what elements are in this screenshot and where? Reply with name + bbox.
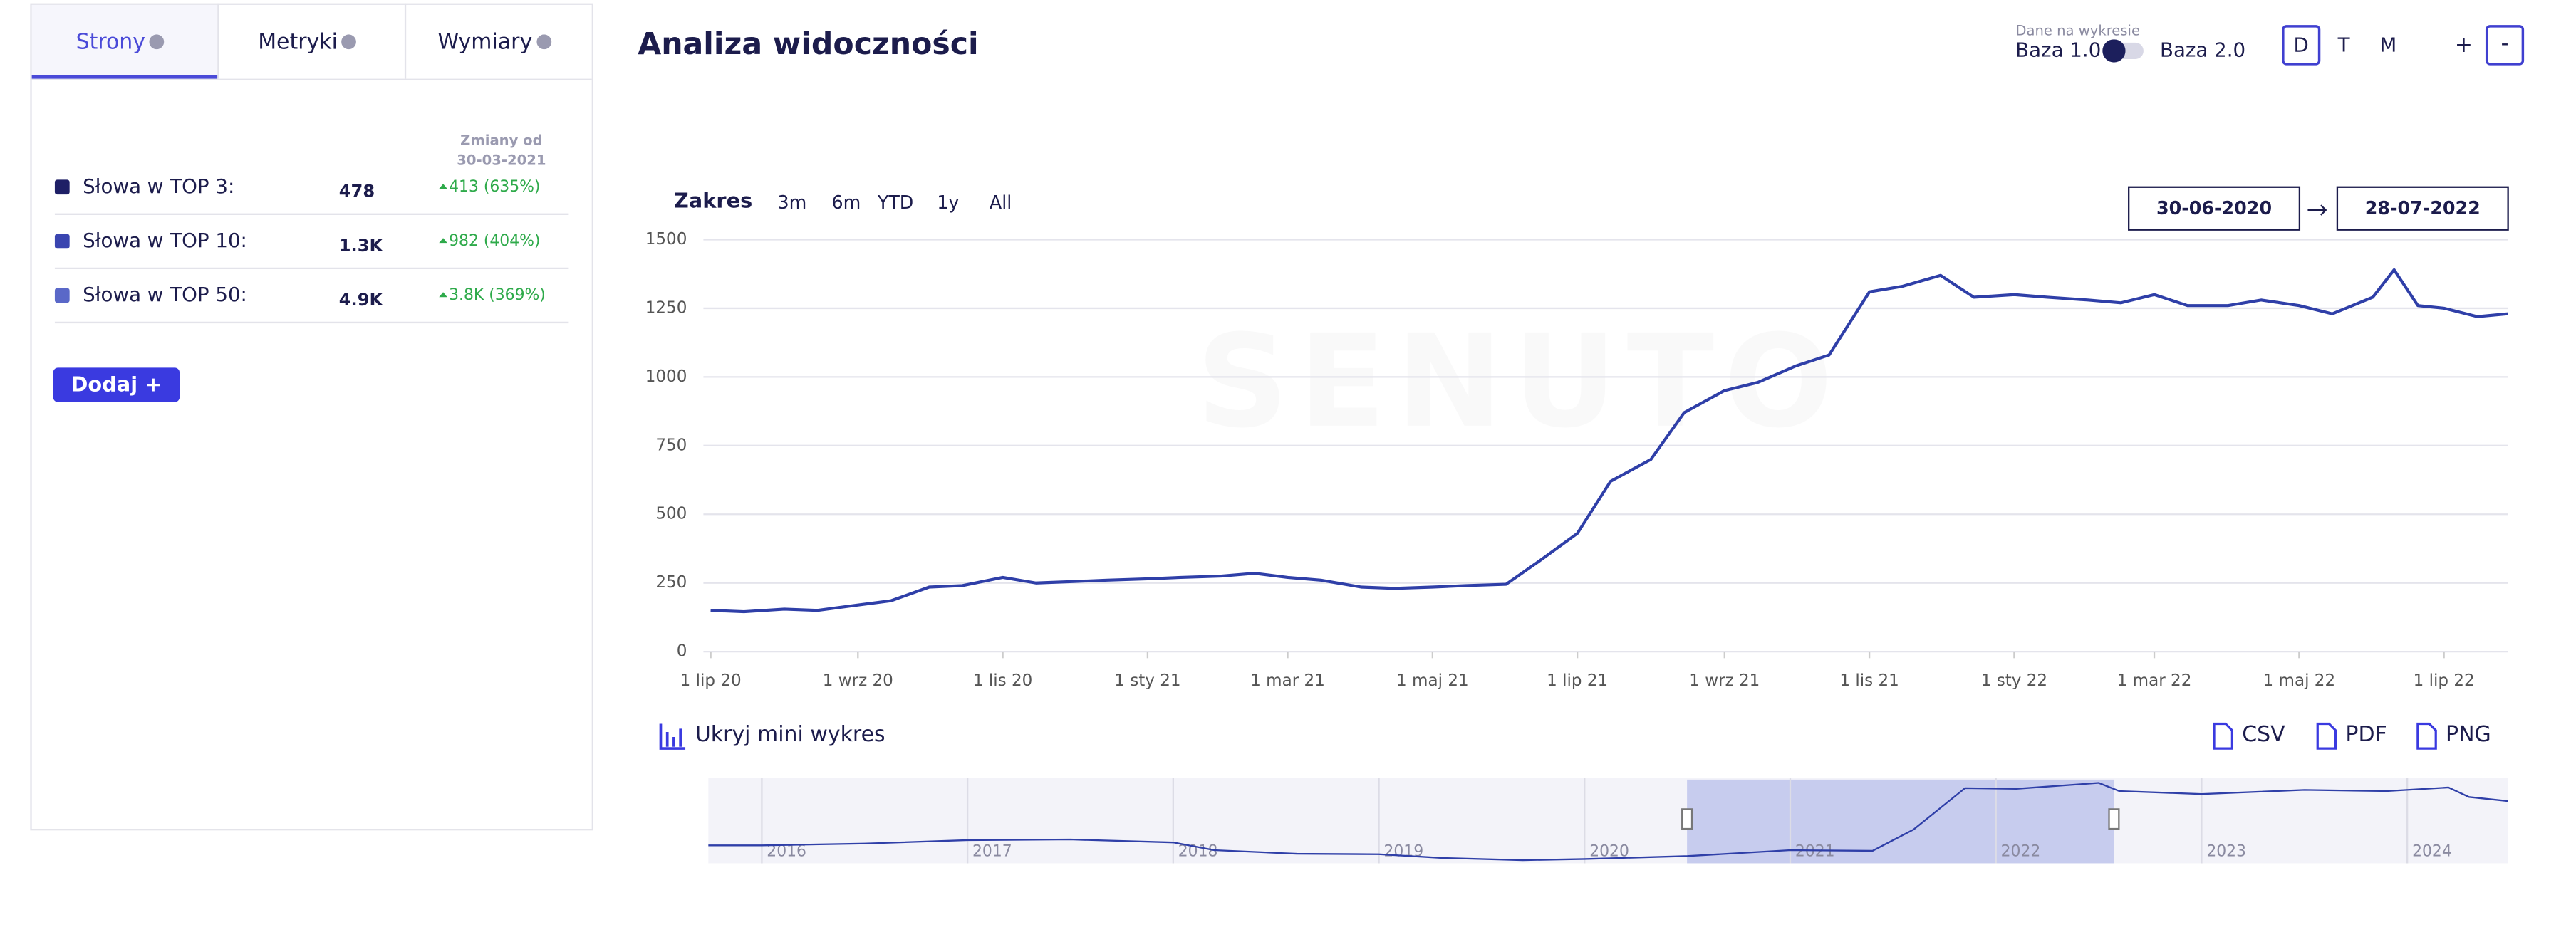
x-tick-label: 1 wrz 20 <box>823 671 893 690</box>
toggle-left: Baza 1.0 <box>2015 38 2101 61</box>
y-tick-label: 0 <box>677 642 687 661</box>
range-option[interactable]: YTD <box>877 192 913 213</box>
mini-x-label: 2019 <box>1383 842 1423 860</box>
info-icon <box>341 34 356 50</box>
mini-selection[interactable] <box>1687 779 2114 864</box>
mini-x-label: 2023 <box>2206 842 2246 860</box>
export-csv[interactable]: CSV <box>2242 722 2285 747</box>
x-tick-label: 1 mar 21 <box>1250 671 1325 690</box>
button-label[interactable]: Dodaj + <box>71 372 162 397</box>
granularity-option[interactable]: M <box>2379 33 2396 57</box>
x-tick-label: 1 mar 22 <box>2117 671 2192 690</box>
up-triangle <box>439 184 447 189</box>
row-label: Słowa w TOP 3: <box>83 174 234 198</box>
x-tick-label: 1 lip 20 <box>680 671 742 690</box>
y-tick-label: 1250 <box>645 298 687 317</box>
arrow <box>2307 204 2327 216</box>
date-to-box[interactable] <box>2336 186 2509 231</box>
y-tick-label: 750 <box>655 436 687 454</box>
x-tick-label: 1 sty 21 <box>1114 671 1180 690</box>
toggle[interactable] <box>2102 39 2144 63</box>
row-change: 413 (635%) <box>449 178 540 196</box>
file-icons <box>2213 722 2437 750</box>
info-icon <box>149 34 165 50</box>
y-tick-label: 1000 <box>645 367 687 386</box>
x-tick-label: 1 lis 20 <box>973 671 1032 690</box>
date-to[interactable]: 28-07-2022 <box>2365 197 2481 219</box>
x-tick-label: 1 lip 21 <box>1547 671 1608 690</box>
legend-swatch <box>54 288 70 303</box>
granularity-active[interactable] <box>2282 25 2321 66</box>
range-option[interactable]: All <box>990 192 1012 213</box>
toggle-right: Baza 2.0 <box>2160 38 2245 61</box>
page-title: Analiza widoczności <box>638 26 978 62</box>
tab-active-bg <box>31 4 218 79</box>
data-line <box>710 268 2508 614</box>
date-from-box[interactable] <box>2128 186 2301 231</box>
mini-x-label: 2018 <box>1178 842 1218 860</box>
row-label: Słowa w TOP 10: <box>83 229 247 252</box>
zoom-out[interactable]: - <box>2501 31 2509 56</box>
mini-x-label: 2024 <box>2412 842 2452 860</box>
legend-swatch <box>54 179 70 195</box>
zoom-out-box[interactable] <box>2485 25 2525 66</box>
row-label: Słowa w TOP 50: <box>83 283 247 306</box>
up-triangle <box>439 292 447 298</box>
tab[interactable]: Wymiary <box>437 29 552 54</box>
y-tick-label: 500 <box>655 505 687 523</box>
export-png[interactable]: PNG <box>2446 722 2491 747</box>
legend-swatch <box>54 234 70 249</box>
mini-x-label: 2021 <box>1795 842 1835 860</box>
range-option[interactable]: 3m <box>777 192 806 213</box>
change-header: 30-03-2021 <box>457 152 546 168</box>
range-label: Zakres <box>674 189 752 213</box>
granularity-option[interactable]: T <box>2337 33 2350 57</box>
x-tick-label: 1 lis 21 <box>1839 671 1899 690</box>
range-option[interactable]: 1y <box>937 192 959 213</box>
date-from[interactable]: 30-06-2020 <box>2156 197 2272 219</box>
x-tick-label: 1 maj 22 <box>2263 671 2336 690</box>
x-tick-label: 1 lip 22 <box>2414 671 2475 690</box>
mini-x-label: 2022 <box>2001 842 2041 860</box>
x-tick-label: 1 sty 22 <box>1981 671 2047 690</box>
zoom-in[interactable]: + <box>2455 33 2473 58</box>
side-panel <box>30 3 593 831</box>
row-change: 982 (404%) <box>449 232 540 250</box>
row-change: 3.8K (369%) <box>449 286 546 304</box>
up-triangle <box>439 238 447 244</box>
mini-bg <box>708 778 2508 864</box>
tab[interactable]: Strony <box>76 29 165 54</box>
mini-x-label: 2017 <box>972 842 1012 860</box>
mini-handle[interactable] <box>1681 808 1693 830</box>
granularity-option[interactable]: D <box>2294 33 2309 57</box>
add-button[interactable]: Dodaj + <box>53 367 180 402</box>
x-tick-label: 1 wrz 21 <box>1689 671 1760 690</box>
mini-toggle[interactable]: Ukryj mini wykres <box>695 722 886 747</box>
info-icon <box>536 34 552 50</box>
toggle-caption: Dane na wykresie <box>2015 22 2140 38</box>
x-tick-label: 1 maj 21 <box>1396 671 1469 690</box>
toggle-knob[interactable] <box>2102 39 2126 63</box>
tab-label[interactable]: Metryki <box>258 29 338 54</box>
range-option[interactable]: 6m <box>832 192 861 213</box>
data-line <box>708 782 2508 862</box>
export-pdf[interactable]: PDF <box>2345 722 2387 747</box>
button-bg[interactable] <box>53 367 180 402</box>
mini-icon <box>659 723 686 750</box>
y-tick-label: 250 <box>655 573 687 592</box>
row-value: 478 <box>339 182 375 202</box>
row-value: 1.3K <box>339 236 384 256</box>
tab-label[interactable]: Wymiary <box>437 29 532 54</box>
watermark: SENUTO <box>1196 308 1842 456</box>
row-value: 4.9K <box>339 290 384 310</box>
tab[interactable]: Metryki <box>258 29 356 54</box>
mini-handle[interactable] <box>2108 808 2120 830</box>
change-header: Zmiany od <box>460 132 543 149</box>
tab-label[interactable]: Strony <box>76 29 145 54</box>
y-tick-label: 1500 <box>645 230 687 248</box>
